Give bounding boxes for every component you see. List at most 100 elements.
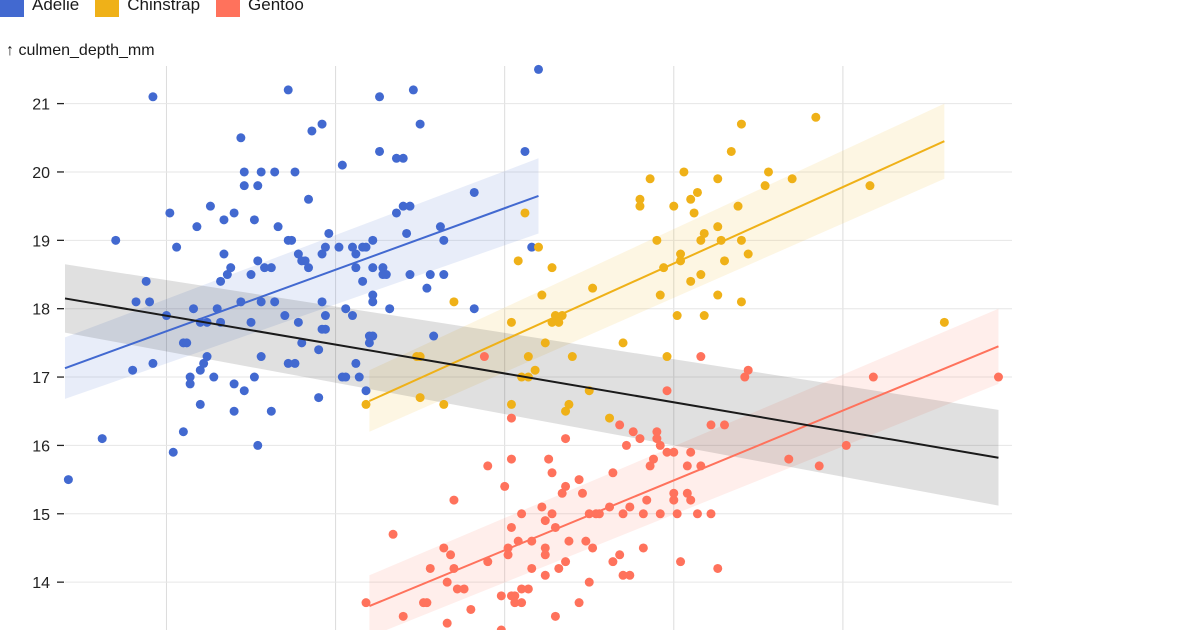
adelie-point — [209, 372, 219, 382]
adelie-point — [293, 317, 303, 327]
adelie-point — [304, 263, 314, 273]
adelie-point — [283, 85, 293, 95]
adelie-point — [290, 358, 300, 368]
adelie-point — [199, 358, 209, 368]
gentoo-point — [577, 488, 587, 498]
adelie-point — [314, 393, 324, 403]
chinstrap-point — [736, 119, 746, 129]
adelie-point — [354, 372, 364, 382]
adelie-point — [270, 167, 280, 177]
chinstrap-point — [676, 249, 686, 259]
adelie-point — [320, 324, 330, 334]
adelie-point — [320, 311, 330, 321]
gentoo-point — [527, 563, 537, 573]
adelie-point — [317, 119, 327, 129]
adelie-point — [249, 372, 259, 382]
adelie-point — [347, 242, 357, 252]
gentoo-point — [442, 577, 452, 587]
y-tick-label: 20 — [32, 165, 50, 182]
gentoo-point — [652, 434, 662, 444]
gentoo-point — [615, 550, 625, 560]
legend-label-gentoo: Gentoo — [248, 0, 304, 14]
y-tick-label: 17 — [32, 370, 50, 387]
y-tick-label: 14 — [32, 575, 50, 592]
adelie-point — [111, 235, 121, 245]
adelie-point — [189, 304, 199, 314]
adelie-point — [368, 297, 378, 307]
chinstrap-point — [449, 297, 459, 307]
legend-label-chinstrap: Chinstrap — [127, 0, 201, 14]
gentoo-point — [625, 502, 635, 512]
adelie-point — [527, 242, 537, 252]
adelie-point — [361, 386, 371, 396]
adelie-point — [229, 208, 239, 218]
gentoo-point — [506, 454, 516, 464]
adelie-point — [391, 208, 401, 218]
adelie-point — [287, 235, 297, 245]
gentoo-point — [682, 461, 692, 471]
adelie-point — [304, 194, 314, 204]
chinstrap-point — [686, 276, 696, 286]
adelie-point — [351, 358, 361, 368]
adelie-point — [165, 208, 175, 218]
adelie-point — [425, 270, 435, 280]
gentoo-point — [459, 584, 469, 594]
adelie-point — [260, 263, 270, 273]
gentoo-point — [452, 584, 462, 594]
gentoo-point — [682, 488, 692, 498]
adelie-point — [249, 215, 259, 225]
overall-regression-line — [64, 297, 999, 459]
gentoo-point — [686, 495, 696, 505]
adelie-point — [520, 146, 530, 156]
legend-item-gentoo: Gentoo — [216, 0, 304, 17]
adelie-point — [253, 440, 263, 450]
adelie-point — [222, 270, 232, 280]
adelie-point — [439, 270, 449, 280]
adelie-point — [216, 276, 226, 286]
chinstrap-point — [743, 249, 753, 259]
adelie-point — [185, 372, 195, 382]
adelie-point — [324, 228, 334, 238]
gentoo-point — [537, 502, 547, 512]
adelie-point — [351, 249, 361, 259]
adelie-point — [337, 160, 347, 170]
chinstrap-point — [554, 317, 564, 327]
gentoo-point — [740, 372, 750, 382]
gentoo-point — [588, 543, 598, 553]
gentoo-point — [510, 591, 520, 601]
adelie-point — [534, 64, 543, 74]
gentoo-point — [517, 509, 527, 519]
gentoo-point — [686, 447, 696, 457]
adelie-point — [229, 379, 239, 389]
adelie-point — [415, 119, 425, 129]
chinstrap-point — [506, 399, 516, 409]
adelie-point — [236, 133, 246, 143]
gentoo-point — [540, 550, 550, 560]
gentoo-point — [868, 372, 878, 382]
gentoo-point — [479, 352, 489, 362]
chinstrap-point — [652, 235, 662, 245]
gentoo-point — [544, 454, 554, 464]
gentoo-point — [449, 495, 459, 505]
chinstrap-point — [699, 228, 709, 238]
chinstrap-point — [547, 263, 557, 273]
legend-swatch-gentoo — [216, 0, 241, 17]
chinstrap-point — [567, 352, 577, 362]
adelie-point — [375, 146, 385, 156]
adelie-point — [229, 406, 239, 416]
gentoo-point — [446, 550, 456, 560]
gentoo-point — [645, 461, 655, 471]
adelie-point — [97, 434, 107, 444]
adelie-point — [358, 276, 368, 286]
adelie-point — [239, 181, 249, 191]
adelie-point — [266, 263, 276, 273]
adelie-point — [226, 263, 236, 273]
legend-label-adelie: Adelie — [32, 0, 80, 14]
gentoo-point — [625, 570, 635, 580]
adelie-point — [368, 235, 378, 245]
adelie-point — [253, 181, 263, 191]
adelie-point — [469, 187, 479, 197]
gentoo-point — [425, 563, 435, 573]
chinstrap-point — [679, 167, 689, 177]
adelie-regression-line — [64, 194, 539, 370]
